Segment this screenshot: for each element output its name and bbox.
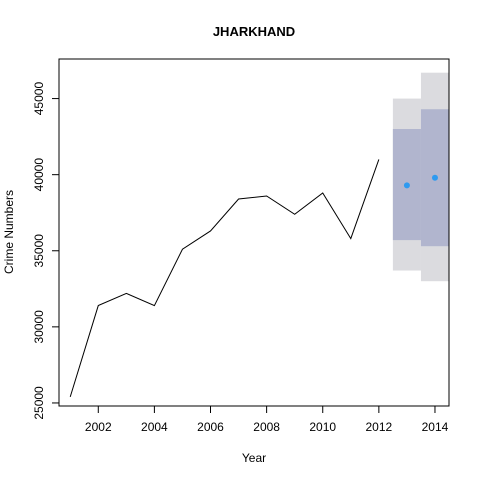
x-tick-label: 2002 [85,420,112,434]
x-axis: 2002 2004 2006 2008 2010 2012 2014 [85,405,449,434]
forecast-points [403,174,438,189]
x-tick-label: 2006 [197,420,224,434]
forecast-point [403,182,410,189]
x-axis-label: Year [242,451,266,465]
y-axis-label: Crime Numbers [2,190,16,274]
y-axis: 25000 30000 35000 40000 45000 [32,82,60,420]
y-tick-label: 25000 [32,386,46,420]
x-tick-label: 2012 [366,420,393,434]
series-line [69,159,380,398]
forecast-point [431,174,438,181]
chart-title: JHARKHAND [213,24,295,39]
forecast-80-bands [392,109,449,247]
y-tick-label: 35000 [32,234,46,268]
x-tick-label: 2004 [141,420,168,434]
y-tick-label: 40000 [32,158,46,192]
plot-frame [58,58,450,407]
x-tick-label: 2010 [309,420,336,434]
x-tick-label: 2014 [422,420,449,434]
y-tick-label: 30000 [32,310,46,344]
y-tick-label: 45000 [32,82,46,116]
x-tick-label: 2008 [253,420,280,434]
